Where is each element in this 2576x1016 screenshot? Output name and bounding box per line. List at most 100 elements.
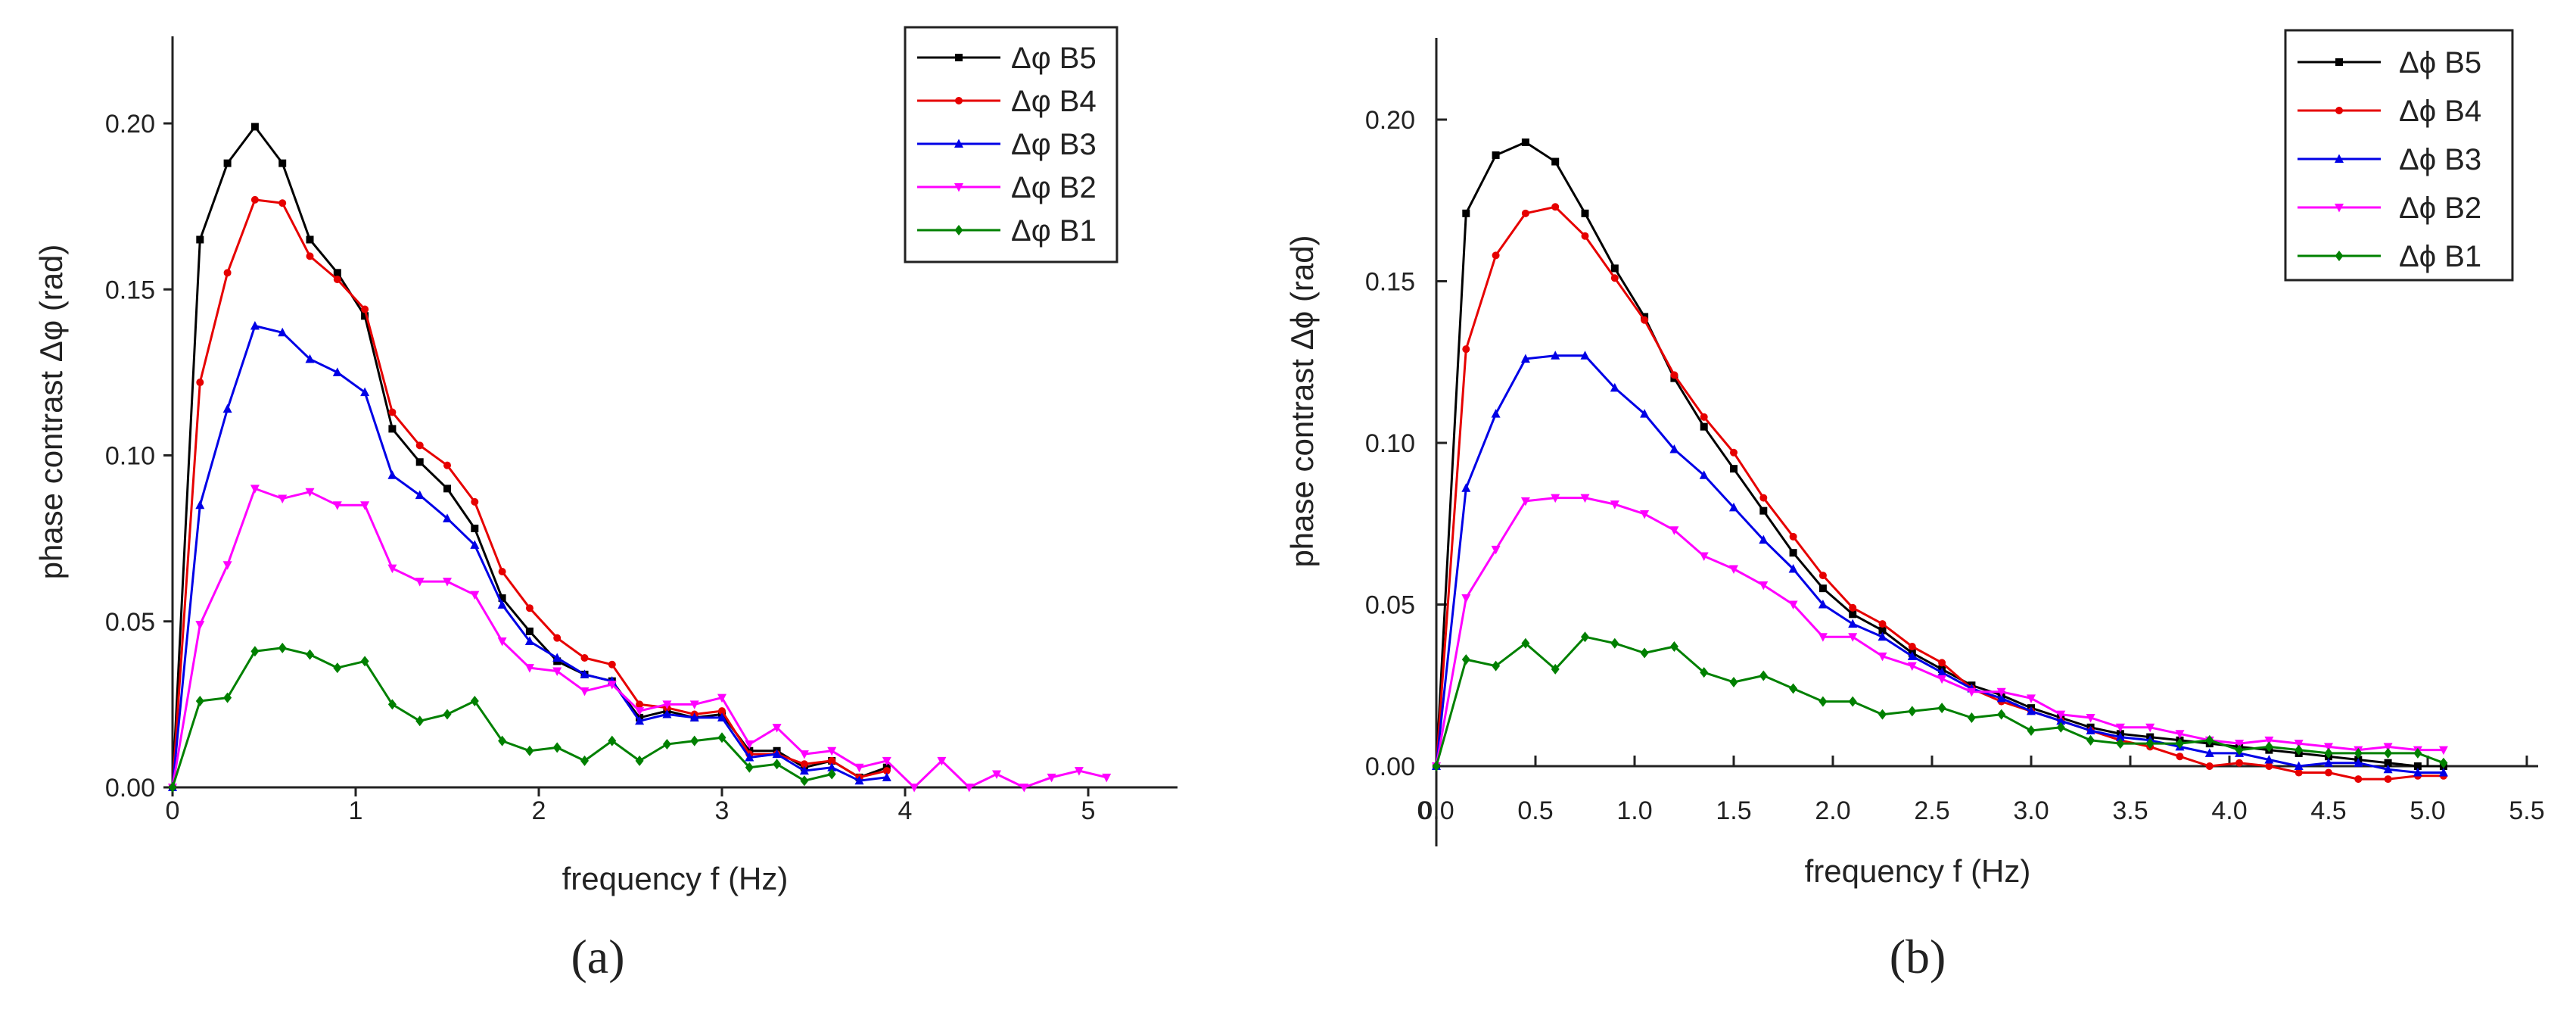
series-line: [171, 487, 1107, 789]
series-b5: [169, 123, 891, 791]
data-point: [2145, 723, 2155, 733]
data-point: [800, 760, 808, 768]
data-point: [773, 759, 782, 770]
data-point: [910, 784, 919, 793]
data-point: [580, 669, 590, 678]
data-point: [497, 600, 507, 609]
data-point: [1759, 534, 1769, 544]
data-point: [1461, 483, 1471, 492]
data-point: [2324, 758, 2333, 767]
data-point: [1937, 675, 1947, 684]
data-point: [498, 735, 507, 746]
data-point: [662, 709, 672, 718]
legend: Δφ B5 Δφ B4 Δφ B3 Δφ B2 Δφ B1: [904, 26, 1118, 263]
data-point: [1818, 696, 1828, 707]
data-point: [827, 762, 837, 771]
data-point: [361, 305, 369, 313]
data-point: [2176, 738, 2184, 750]
data-point: [662, 700, 672, 709]
data-point: [717, 693, 726, 703]
data-point: [278, 199, 287, 207]
data-point: [360, 387, 370, 397]
x-tick-label: 3: [715, 796, 730, 825]
data-point: [1996, 687, 2006, 697]
data-point: [552, 667, 562, 677]
legend-label: Δϕ B2: [2399, 192, 2481, 225]
legend-swatch-marker: [954, 139, 963, 148]
data-point: [1759, 670, 1768, 681]
legend-label: Δφ B2: [1011, 171, 1097, 204]
data-point: [2438, 768, 2448, 777]
y-tick-label: 0.00: [1365, 753, 1415, 781]
data-point: [992, 770, 1001, 779]
data-point: [1610, 264, 1619, 273]
data-point: [222, 404, 232, 413]
data-point: [1878, 709, 1887, 720]
data-point: [745, 762, 754, 773]
data-point: [1759, 494, 1768, 502]
data-point: [2027, 694, 2036, 703]
data-point: [2294, 740, 2304, 749]
data-point: [937, 756, 947, 766]
legend-swatch-marker: [2335, 251, 2344, 261]
data-point: [306, 235, 314, 244]
data-point: [306, 649, 314, 660]
data-point: [1848, 619, 1858, 628]
data-point: [1818, 600, 1828, 609]
y-tick-label: 0.15: [1365, 268, 1415, 297]
series-line: [171, 125, 888, 788]
data-point: [827, 746, 837, 756]
x-tick-label: 0: [166, 796, 180, 825]
data-point: [1937, 703, 1946, 714]
data-point: [415, 715, 425, 727]
data-point: [333, 269, 341, 277]
data-point: [387, 564, 397, 574]
data-point: [1610, 274, 1619, 282]
legend: Δϕ B5 Δϕ B4 Δϕ B3 Δϕ B2 Δϕ B1: [2284, 29, 2514, 282]
data-point: [745, 753, 754, 762]
series-b4: [169, 195, 891, 791]
data-point: [1580, 351, 1590, 360]
data-point: [1908, 706, 1917, 717]
data-point: [1610, 500, 1619, 510]
data-point: [2413, 747, 2422, 759]
y-axis-label: phase contrast Δφ (rad): [33, 245, 69, 580]
data-point: [1788, 600, 1798, 609]
data-point: [2384, 775, 2392, 784]
data-point: [1669, 641, 1678, 653]
data-point: [1878, 626, 1887, 634]
data-point: [2175, 730, 2185, 739]
data-point: [2324, 743, 2333, 752]
data-point: [1520, 497, 1530, 506]
x-tick-label: 1: [349, 796, 363, 825]
data-point: [360, 501, 370, 510]
legend-box: [2284, 29, 2514, 282]
data-point: [443, 578, 452, 587]
chart-panel-b: 0.0 0.5 1.0 1.5 2.0 2.5 3.0 3.5 4.0 4.5 5.0 5.5 0.00…: [1284, 29, 2545, 983]
data-point: [1581, 631, 1589, 643]
data-point: [2235, 740, 2245, 749]
data-point: [278, 494, 288, 504]
data-point: [772, 749, 782, 759]
data-point: [2056, 710, 2066, 720]
data-point: [1730, 465, 1738, 473]
data-point: [498, 567, 506, 575]
data-point: [443, 709, 452, 720]
data-point: [1699, 552, 1709, 561]
x-tick-label: 3.0: [2013, 796, 2049, 825]
series-line: [1435, 497, 2444, 767]
legend-swatch-marker: [955, 54, 963, 61]
data-point: [2354, 747, 2363, 759]
data-series: [1432, 138, 2448, 784]
legend-swatch-marker: [2335, 154, 2344, 163]
legend-swatch-marker: [2335, 58, 2343, 66]
panel-label-a: (a): [571, 930, 624, 983]
data-point: [1580, 494, 1590, 503]
data-point: [306, 252, 314, 260]
data-point: [525, 627, 534, 635]
data-point: [2294, 744, 2304, 756]
data-point: [580, 653, 589, 662]
data-point: [278, 327, 288, 337]
data-point: [799, 750, 809, 759]
